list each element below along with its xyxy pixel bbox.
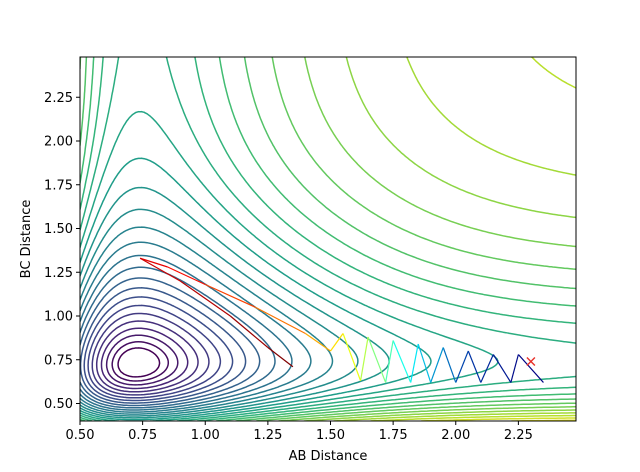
trajectory-segment [455,350,469,383]
y-tick-label: 1.00 [44,310,73,325]
y-axis-ticks: 0.50 0.75 1.00 1.25 1.50 1.75 2.00 2.25 [44,91,80,412]
x-tick-label: 0.75 [128,428,157,443]
y-tick-label: 1.50 [44,222,73,237]
contour-level [105,334,179,386]
trajectory-line [139,257,544,383]
trajectory-segment [467,350,482,383]
trajectory-segment [179,280,231,317]
trajectory-segment [267,347,294,368]
trajectory-segment [255,306,306,335]
y-tick-label: 1.75 [44,178,73,193]
contour-level [80,110,499,421]
contour-level [117,347,161,378]
x-tick-label: 1.25 [253,428,282,443]
trajectory-segment [385,340,394,383]
plot-frame [79,56,577,422]
x-tick-label: 2.00 [441,428,470,443]
x-tick-label: 2.25 [504,428,533,443]
trajectory-segment [359,336,369,381]
contour-level [80,186,390,419]
contour-lines [80,57,576,421]
contour-level [95,320,199,393]
trajectory-segment [342,333,362,381]
trajectory-segment [392,340,412,383]
trajectory-segment [510,354,519,383]
x-tick-label: 0.50 [66,428,95,443]
contour-level [80,57,576,421]
y-tick-label: 0.75 [44,353,73,368]
contour-level [80,208,359,417]
trajectory-segment [305,333,331,352]
trajectory-segment [442,347,457,383]
x-axis-ticks: 0.50 0.75 1.00 1.25 1.50 1.75 2.00 2.25 [66,421,533,443]
contour-level [100,327,189,390]
contour-level [83,296,234,402]
trajectory-segment [367,336,387,383]
contour-level [80,57,576,421]
contour-level [87,304,222,399]
x-tick-label: 1.75 [379,428,408,443]
y-tick-label: 2.00 [44,135,73,150]
contour-level [111,341,170,382]
y-tick-label: 1.25 [44,266,73,281]
trajectory-segment [139,257,168,268]
contour-level [80,57,576,421]
contour-level [80,226,334,415]
start-marker [526,357,536,366]
y-axis-label: BC Distance [19,200,34,279]
trajectory-segment [430,347,444,383]
contour-level [80,277,261,407]
contour-level [80,287,247,404]
contour-level [80,266,276,409]
trajectory-segment [205,283,256,308]
start-marker-stroke [526,357,536,366]
y-tick-label: 2.25 [44,91,73,106]
contour-level [80,254,293,411]
y-tick-label: 0.50 [44,397,73,412]
trajectory-segment [417,343,432,383]
contour-level [91,312,210,396]
trajectory-segment [330,333,344,352]
x-tick-label: 1.50 [316,428,345,443]
trajectory-segment [492,354,512,383]
trajectory-segment [410,343,419,383]
x-axis-label: AB Distance [289,449,368,464]
x-tick-label: 1.00 [191,428,220,443]
trajectory-segment [480,354,494,383]
contour-level [303,57,576,421]
trajectory-segment [517,354,544,383]
trajectory-segment [139,257,181,282]
trajectory-segment [229,315,269,348]
trajectory-segment [167,266,206,286]
